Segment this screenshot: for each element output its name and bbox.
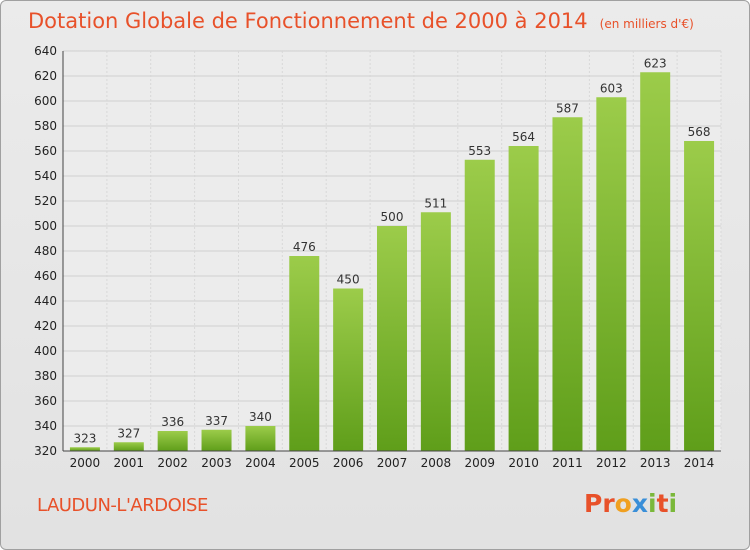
- x-tick-label: 2001: [114, 456, 145, 470]
- x-tick-label: 2009: [464, 456, 495, 470]
- x-tick-label: 2007: [377, 456, 408, 470]
- data-label: 336: [161, 415, 184, 429]
- proxiti-logo: Proxiti: [584, 489, 677, 518]
- data-label: 587: [556, 101, 579, 115]
- data-label: 476: [293, 240, 316, 254]
- bar-2009: [464, 159, 495, 451]
- x-tick-label: 2010: [508, 456, 539, 470]
- data-label: 568: [688, 125, 711, 139]
- logo-letter: o: [614, 489, 632, 518]
- y-tick-label: 360: [34, 394, 57, 408]
- bar-2012: [596, 97, 627, 451]
- chart-title: Dotation Globale de Fonctionnement de 20…: [28, 9, 694, 33]
- bar-2004: [245, 426, 276, 451]
- y-tick-label: 520: [34, 194, 57, 208]
- y-tick-label: 620: [34, 69, 57, 83]
- data-label: 623: [644, 56, 667, 70]
- data-label: 564: [512, 130, 535, 144]
- data-label: 327: [117, 426, 140, 440]
- data-label: 450: [337, 273, 360, 287]
- logo-letter: x: [631, 489, 648, 518]
- logo-letter: r: [602, 489, 615, 518]
- data-label: 323: [73, 431, 96, 445]
- y-tick-label: 320: [34, 444, 57, 458]
- data-label: 511: [424, 196, 447, 210]
- logo-letter: i: [668, 489, 678, 518]
- bar-2001: [113, 442, 144, 451]
- y-tick-label: 440: [34, 294, 57, 308]
- bar-2000: [69, 447, 100, 451]
- x-tick-label: 2003: [201, 456, 232, 470]
- y-tick-label: 480: [34, 244, 57, 258]
- bar-2005: [289, 256, 320, 451]
- bar-2014: [684, 141, 715, 451]
- x-tick-label: 2000: [70, 456, 101, 470]
- x-tick-label: 2012: [596, 456, 627, 470]
- bars: 323 327 336 337 340 476 450 500 511 553 564 587 603 6…: [69, 56, 715, 451]
- x-tick-label: 2002: [157, 456, 188, 470]
- x-tick-label: 2004: [245, 456, 276, 470]
- unit-note: (en milliers d'€): [599, 17, 694, 31]
- axes: 320 340 360 380 400 420 440 460 480 500 520 540 560 5…: [34, 44, 721, 470]
- y-tick-label: 400: [34, 344, 57, 358]
- y-tick-label: 380: [34, 369, 57, 383]
- y-tick-label: 540: [34, 169, 57, 183]
- commune-name: LAUDUN-L'ARDOISE: [37, 495, 208, 516]
- y-tick-label: 340: [34, 419, 57, 433]
- y-tick-label: 640: [34, 44, 57, 58]
- x-tick-label: 2008: [421, 456, 452, 470]
- chart-title-text: Dotation Globale de Fonctionnement de 20…: [28, 9, 588, 33]
- bar-2003: [201, 429, 232, 451]
- y-tick-label: 600: [34, 94, 57, 108]
- x-tick-label: 2005: [289, 456, 320, 470]
- y-tick-label: 560: [34, 144, 57, 158]
- x-tick-label: 2013: [640, 456, 671, 470]
- bar-2002: [157, 431, 188, 451]
- data-label: 340: [249, 410, 272, 424]
- logo-letter: P: [584, 489, 603, 518]
- x-tick-label: 2006: [333, 456, 364, 470]
- logo-letter: t: [656, 489, 669, 518]
- bar-2011: [552, 117, 583, 451]
- logo-letter: i: [648, 489, 657, 518]
- bar-2010: [508, 146, 539, 451]
- bar-2008: [420, 212, 451, 451]
- bar-2007: [377, 226, 407, 451]
- y-tick-label: 500: [34, 219, 57, 233]
- bar-2006: [333, 288, 364, 451]
- y-tick-label: 580: [34, 119, 57, 133]
- x-tick-label: 2011: [552, 456, 583, 470]
- data-label: 500: [381, 210, 404, 224]
- data-label: 603: [600, 81, 623, 95]
- y-tick-label: 460: [34, 269, 57, 283]
- data-label: 337: [205, 414, 228, 428]
- x-tick-label: 2014: [684, 456, 715, 470]
- y-tick-label: 420: [34, 319, 57, 333]
- bar-2013: [640, 72, 671, 451]
- data-label: 553: [468, 144, 491, 158]
